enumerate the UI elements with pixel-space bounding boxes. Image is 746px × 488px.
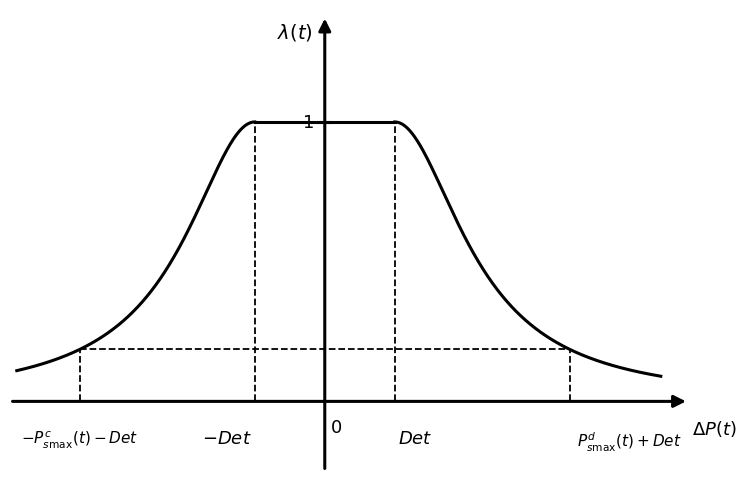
Text: 1: 1	[303, 114, 314, 132]
Text: $\lambda(t)$: $\lambda(t)$	[277, 22, 312, 43]
Text: $-Det$: $-Det$	[201, 429, 251, 447]
Text: 0: 0	[330, 418, 342, 436]
Text: $P^{d}_{s\mathrm{max}}(t)+Det$: $P^{d}_{s\mathrm{max}}(t)+Det$	[577, 429, 681, 452]
Text: $Det$: $Det$	[398, 429, 433, 447]
Text: $\Delta P(t)$: $\Delta P(t)$	[692, 418, 737, 438]
Text: $-P^{c}_{s\mathrm{max}}(t)-Det$: $-P^{c}_{s\mathrm{max}}(t)-Det$	[21, 429, 139, 450]
